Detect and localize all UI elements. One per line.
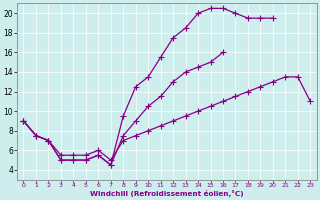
X-axis label: Windchill (Refroidissement éolien,°C): Windchill (Refroidissement éolien,°C) bbox=[90, 190, 244, 197]
